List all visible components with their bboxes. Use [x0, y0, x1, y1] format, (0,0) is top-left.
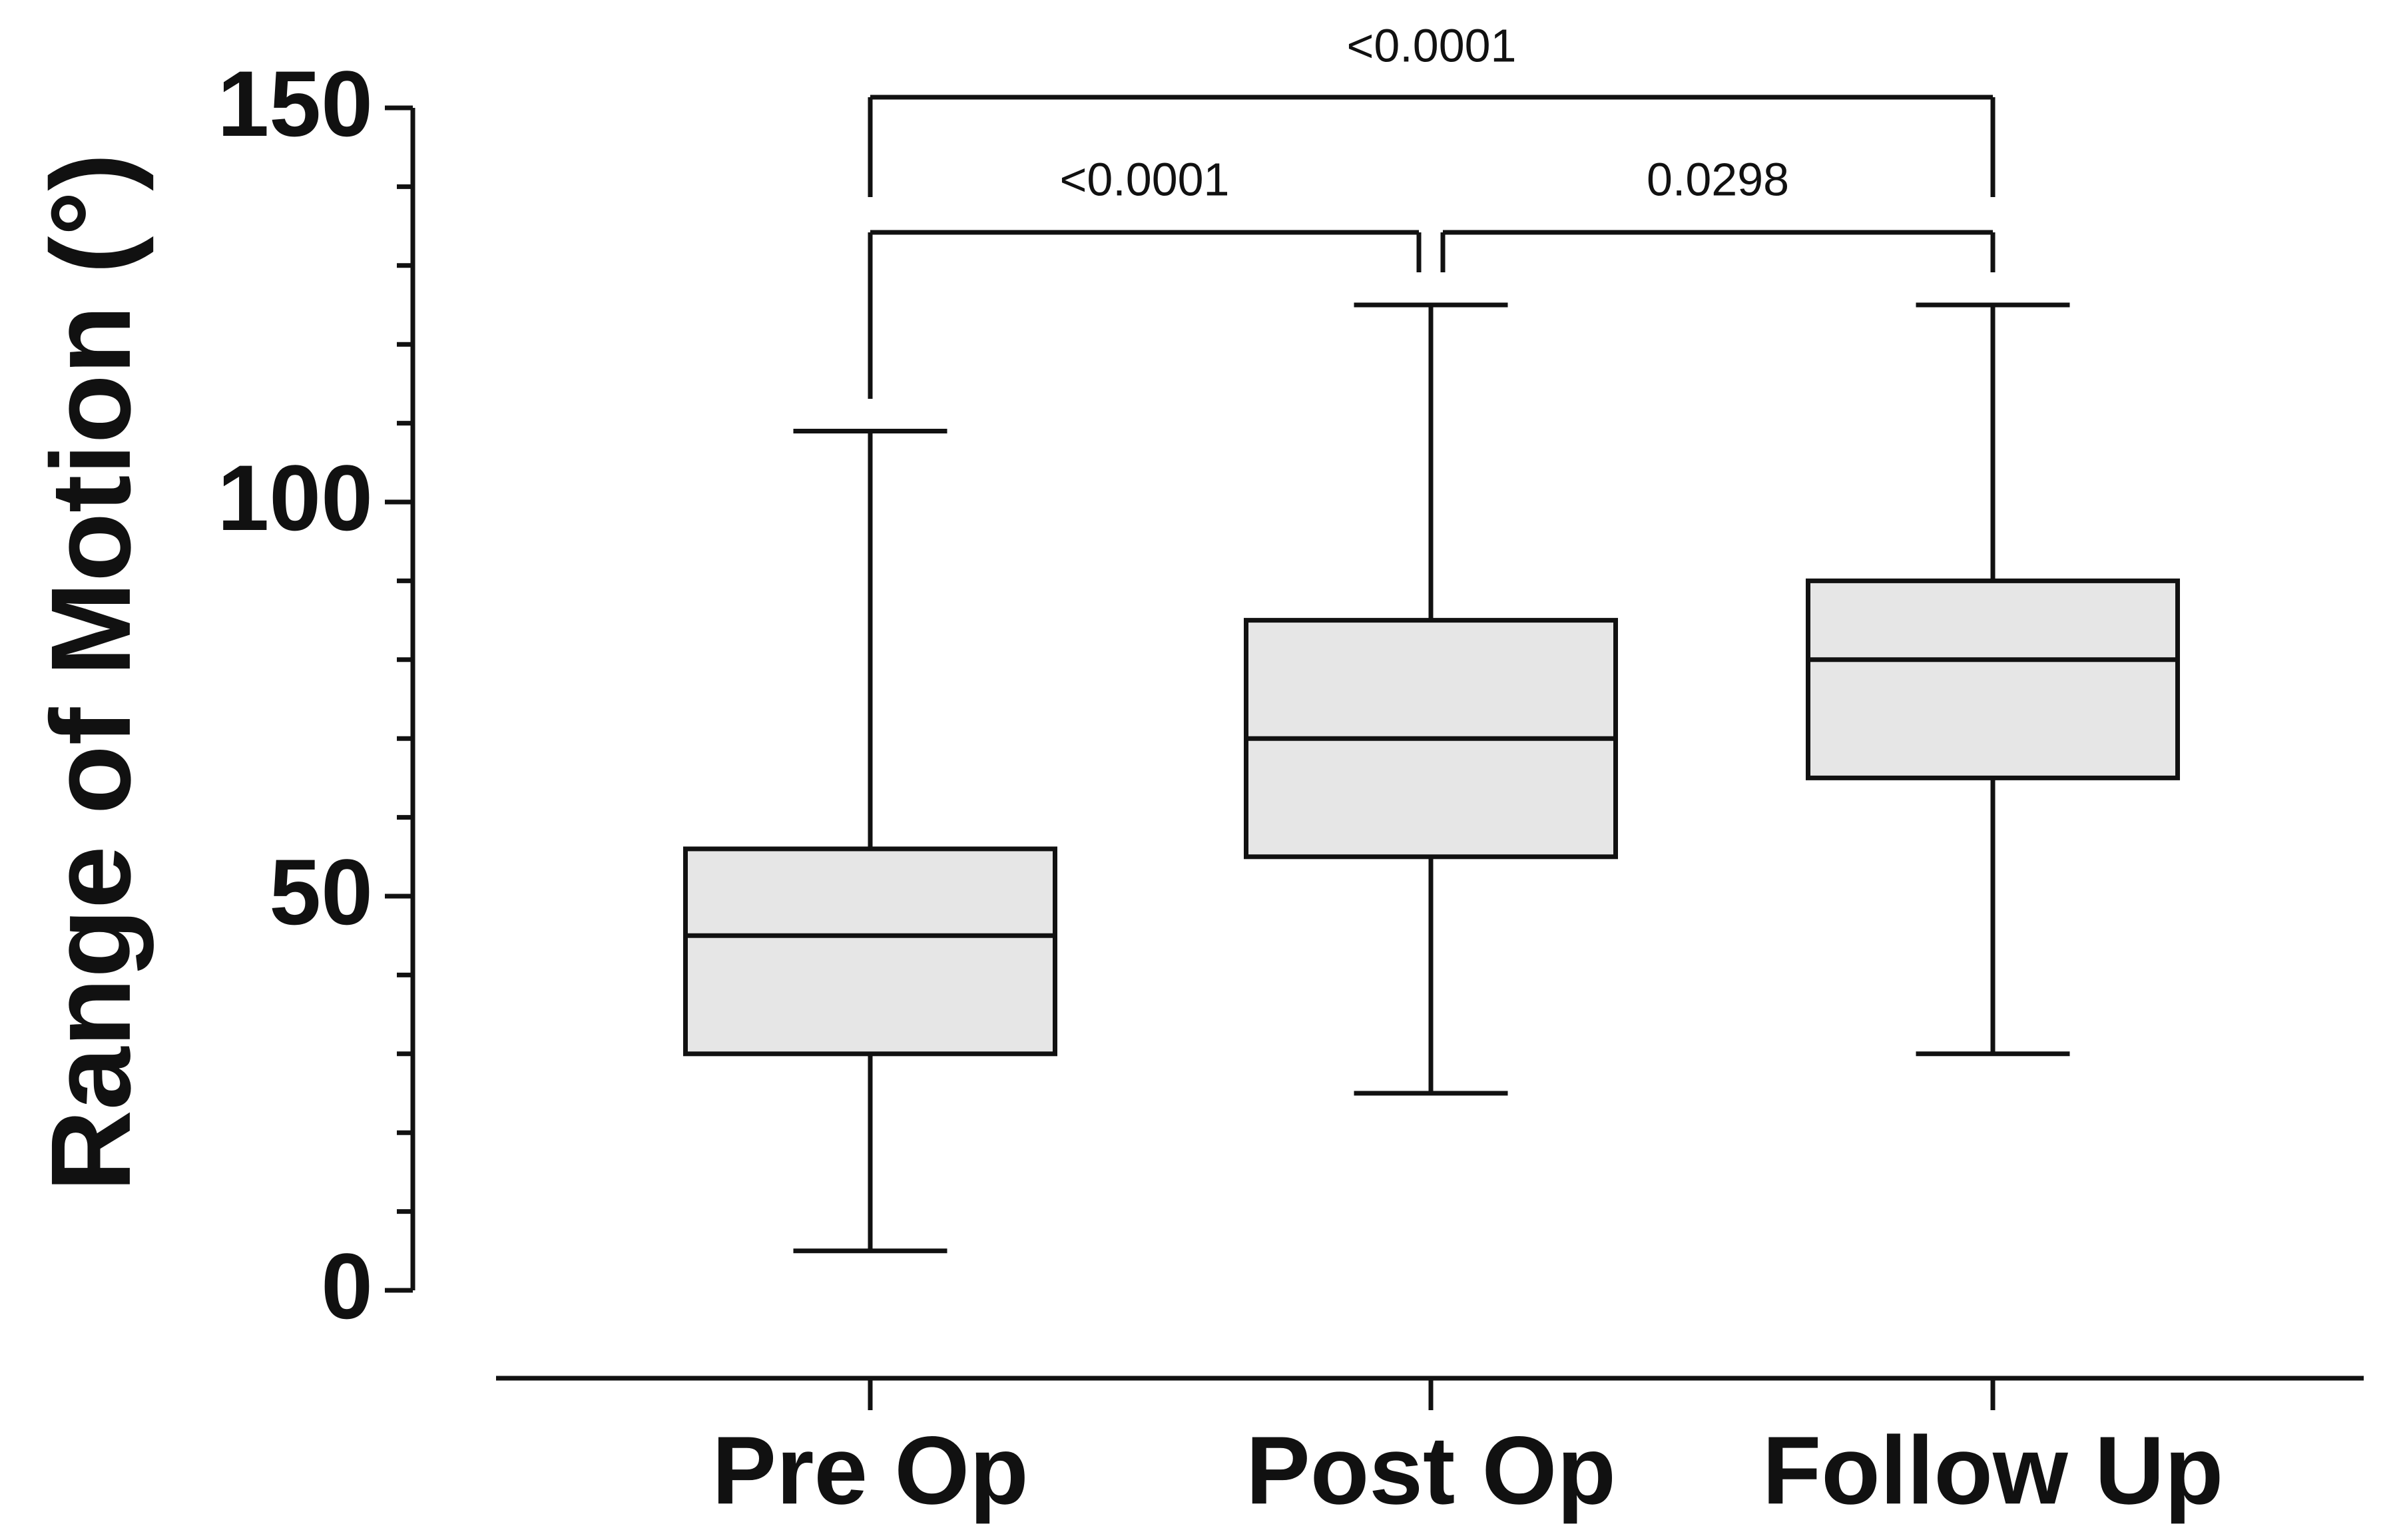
x-tick-label: Post Op — [1246, 1416, 1616, 1524]
p-value-label: 0.0298 — [1647, 153, 1789, 205]
y-tick-label: 50 — [269, 840, 373, 944]
y-tick-label: 150 — [217, 51, 373, 156]
y-tick-label: 100 — [217, 445, 373, 550]
box — [1806, 578, 2180, 780]
p-value-label: <0.0001 — [1347, 19, 1517, 71]
p-value-label: <0.0001 — [1060, 153, 1230, 205]
y-axis-title: Range of Motion (°) — [28, 153, 154, 1192]
box — [683, 846, 1057, 1057]
x-tick-label: Pre Op — [712, 1416, 1028, 1524]
x-tick-label: Follow Up — [1762, 1416, 2224, 1524]
y-tick-label: 0 — [321, 1234, 373, 1338]
